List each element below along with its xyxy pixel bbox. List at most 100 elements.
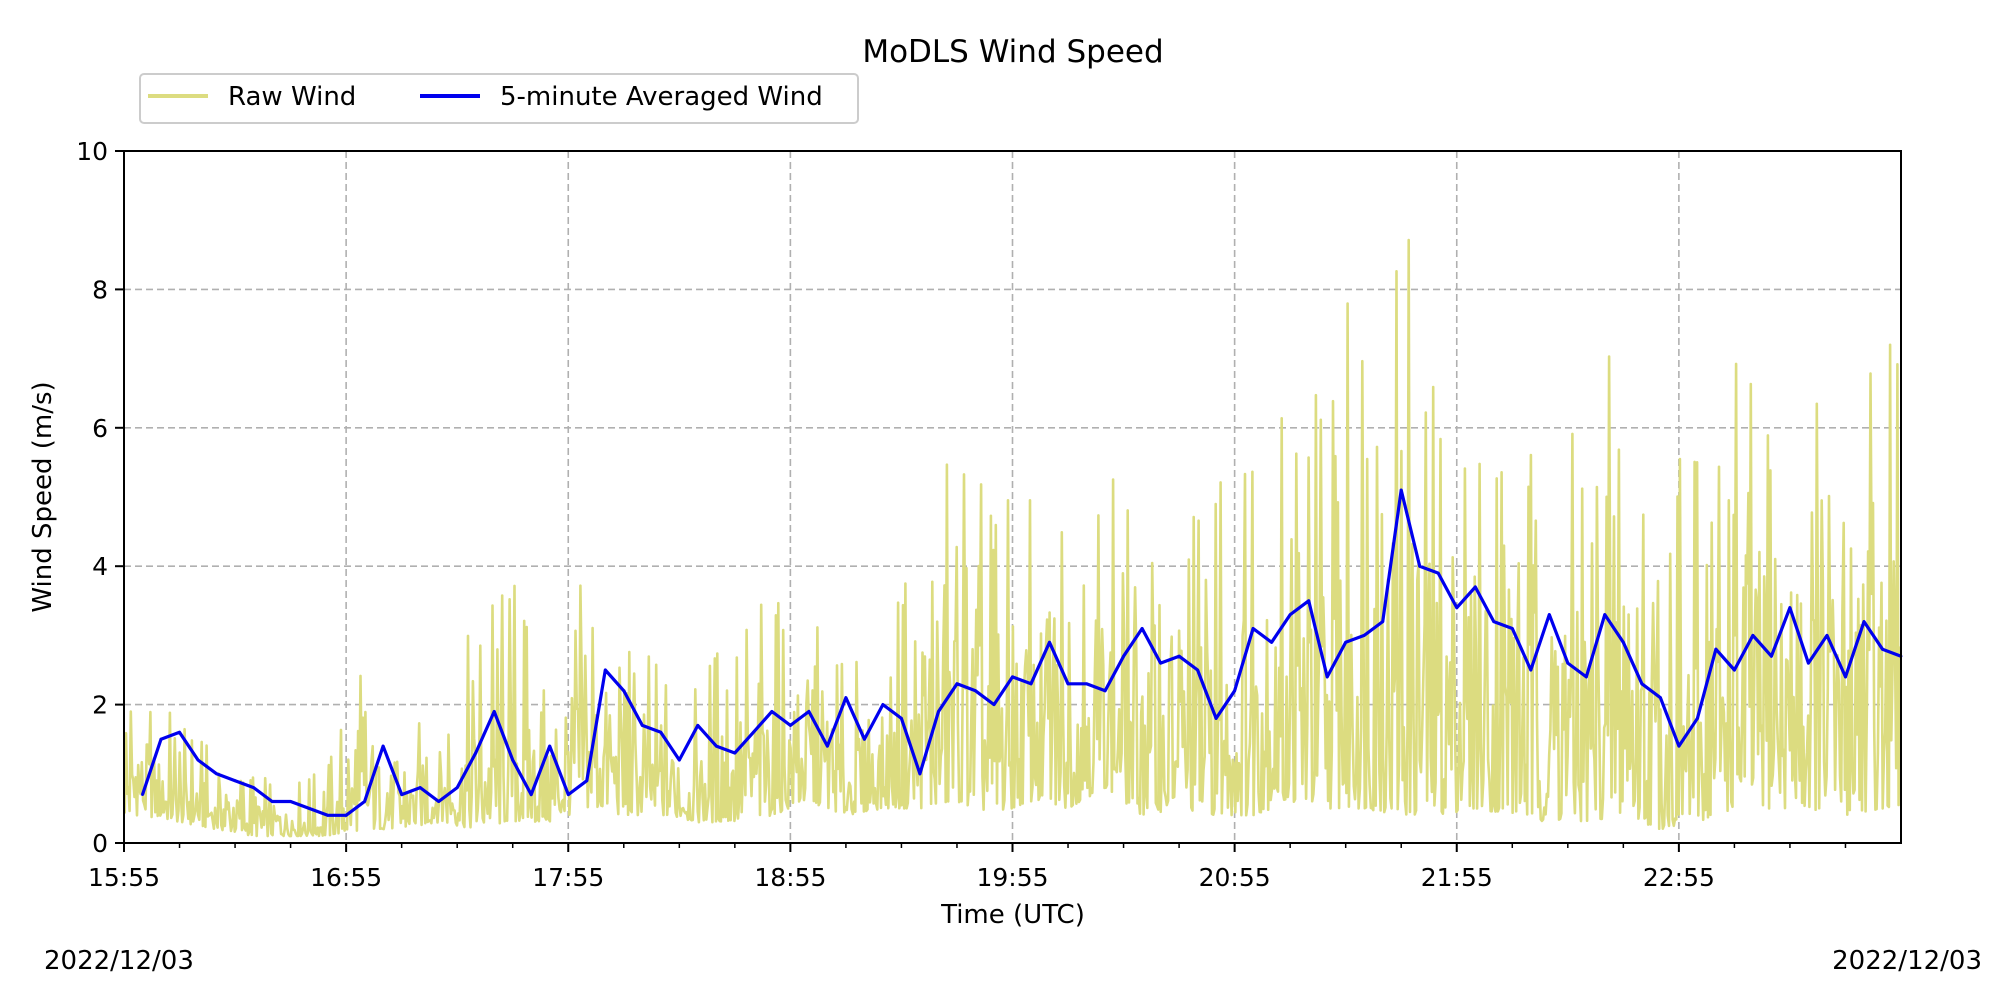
- averaged-wind-point: [1659, 696, 1662, 700]
- averaged-wind-point: [1048, 640, 1051, 644]
- averaged-wind-point: [1473, 585, 1477, 589]
- averaged-wind-point: [1825, 634, 1829, 637]
- averaged-wind-point: [1455, 606, 1459, 610]
- x-tick-label: 19:55: [976, 863, 1048, 892]
- x-tick-label: 18:55: [754, 863, 826, 892]
- x-axis-ticks: 15:55 16:55 17:55 18:55 19:55 20:55 21:55 22:55: [88, 843, 1847, 892]
- averaged-wind-line: [140, 488, 1902, 817]
- x-tick-label: 15:55: [88, 863, 160, 892]
- averaged-wind-point: [548, 744, 552, 748]
- averaged-wind-point: [659, 730, 663, 734]
- averaged-wind-point: [677, 758, 681, 762]
- start-date-label: 2022/12/03: [44, 946, 194, 976]
- averaged-wind-point: [992, 703, 996, 706]
- end-date-label: 2022/12/03: [1832, 946, 1982, 976]
- y-tick-label: 4: [92, 552, 108, 581]
- averaged-wind-point: [603, 668, 607, 672]
- averaged-wind-point: [326, 813, 329, 817]
- x-tick-label: 16:55: [310, 863, 382, 892]
- averaged-wind-point: [141, 793, 144, 796]
- averaged-wind-point: [1529, 668, 1533, 672]
- averaged-wind-point: [1177, 654, 1181, 658]
- averaged-wind-point: [881, 703, 885, 706]
- averaged-wind-point: [826, 744, 829, 748]
- averaged-wind-point: [1344, 640, 1348, 644]
- averaged-wind-point: [1233, 689, 1236, 693]
- averaged-wind-point: [1436, 571, 1440, 575]
- averaged-wind-point: [1418, 564, 1422, 568]
- y-tick-label: 8: [92, 275, 108, 304]
- averaged-wind-point: [1159, 661, 1162, 665]
- averaged-wind-point: [863, 737, 866, 741]
- averaged-wind-point: [640, 724, 644, 727]
- averaged-wind-point: [1510, 627, 1514, 630]
- averaged-wind-point: [1696, 717, 1699, 720]
- averaged-wind-point: [474, 751, 478, 755]
- legend-box: [139, 73, 859, 124]
- x-axis-title: Time (UTC): [940, 900, 1085, 930]
- averaged-wind-point: [566, 793, 570, 796]
- x-tick-label: 21:55: [1421, 863, 1493, 892]
- averaged-wind-point: [1196, 668, 1199, 672]
- averaged-wind-point: [1881, 647, 1884, 651]
- averaged-wind-point: [1140, 627, 1144, 630]
- averaged-wind-point: [1621, 640, 1625, 644]
- averaged-wind-point: [1103, 689, 1107, 693]
- averaged-wind-point: [1714, 647, 1718, 651]
- averaged-wind-point: [1640, 682, 1644, 686]
- raw-wind-series: [123, 238, 1902, 838]
- averaged-wind-point: [455, 786, 459, 789]
- averaged-wind-point: [307, 807, 311, 810]
- averaged-wind-point: [807, 710, 811, 713]
- x-tick-label: 17:55: [532, 863, 604, 892]
- averaged-wind-point: [363, 800, 366, 803]
- averaged-wind-point: [1399, 488, 1403, 492]
- averaged-wind-point: [492, 710, 496, 713]
- averaged-wind-point: [1770, 654, 1773, 658]
- averaged-wind-point: [1733, 668, 1736, 672]
- y-axis-title: Wind Speed (m/s): [28, 381, 58, 612]
- averaged-wind-point: [714, 744, 718, 748]
- averaged-wind-point: [1214, 717, 1218, 720]
- averaged-wind-point: [437, 800, 441, 803]
- averaged-wind-point: [844, 696, 848, 700]
- averaged-wind-point: [1066, 682, 1070, 686]
- legend-label-raw-wind: Raw Wind: [228, 82, 356, 112]
- averaged-wind-point: [900, 717, 903, 720]
- averaged-wind-point: [159, 737, 163, 741]
- averaged-wind-point: [918, 772, 922, 776]
- averaged-wind-point: [1862, 620, 1866, 623]
- averaged-wind-point: [1122, 654, 1125, 658]
- averaged-wind-point: [585, 779, 589, 783]
- y-tick-label: 0: [92, 829, 108, 858]
- averaged-wind-point: [1029, 682, 1033, 686]
- y-tick-label: 2: [92, 691, 108, 720]
- averaged-wind-point: [1807, 661, 1810, 665]
- averaged-wind-point: [1011, 675, 1014, 679]
- averaged-wind-point: [1566, 661, 1570, 665]
- averaged-wind-point: [1085, 682, 1088, 686]
- raw-wind-line: [123, 238, 1902, 838]
- averaged-wind-point: [1677, 744, 1681, 748]
- averaged-wind-point: [344, 813, 348, 817]
- averaged-wind-point: [196, 758, 200, 762]
- averaged-wind-point: [1381, 620, 1385, 623]
- averaged-wind-point: [1788, 606, 1792, 610]
- averaged-wind-point: [937, 710, 940, 713]
- averaged-wind-point: [770, 710, 774, 713]
- averaged-wind-point: [733, 751, 737, 755]
- averaged-wind-point: [1288, 613, 1292, 616]
- averaged-wind-point: [1584, 675, 1588, 679]
- averaged-wind-point: [1251, 627, 1255, 630]
- averaged-wind-point: [752, 730, 755, 734]
- legend: Raw Wind 5-minute Averaged Wind: [139, 73, 859, 124]
- averaged-wind-series: [140, 488, 1903, 817]
- averaged-wind-point: [233, 779, 237, 783]
- averaged-wind-point: [1844, 675, 1847, 679]
- averaged-wind-point: [955, 682, 959, 686]
- averaged-wind-point: [1270, 640, 1273, 644]
- x-tick-label: 22:55: [1643, 863, 1715, 892]
- averaged-wind-point: [511, 758, 515, 762]
- y-tick-label: 10: [76, 137, 108, 166]
